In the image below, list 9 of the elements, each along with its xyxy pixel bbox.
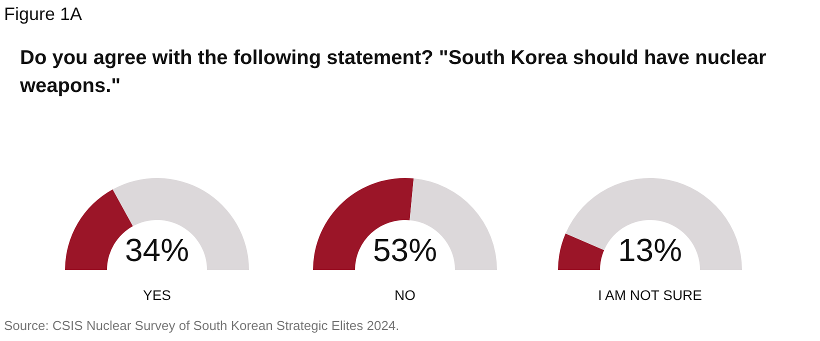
source-note: Source: CSIS Nuclear Survey of South Korean Strategic Elites 2024. <box>4 318 400 333</box>
text: 13% <box>618 232 682 268</box>
text: NO <box>394 287 416 303</box>
text: I AM NOT SURE <box>598 287 702 303</box>
text: YES <box>142 287 172 303</box>
text: 34% <box>124 232 190 268</box>
text: Figure 1A <box>4 4 82 25</box>
text: 53% <box>372 232 438 268</box>
text: Do you agree with the following statement? "South Korea should have nuclear weapons." <box>20 46 768 99</box>
